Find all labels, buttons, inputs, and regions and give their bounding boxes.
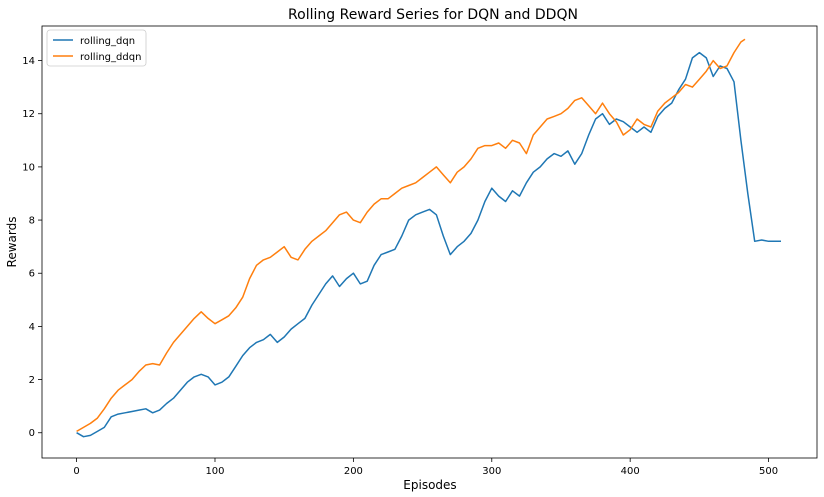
legend-box [46,29,147,67]
series-line-rolling-dqn [76,51,781,438]
series-group [76,38,781,438]
x-tick-label: 400 [621,466,640,477]
y-tick-label: 0 [29,428,35,439]
plot-area [41,25,818,459]
legend-label-rolling-dqn: rolling_dqn [80,36,135,47]
y-tick-label: 4 [29,322,35,333]
y-tick-label: 12 [22,109,35,120]
y-tick-label: 2 [29,375,35,386]
x-axis: 0 100 200 300 400 500 [73,458,778,477]
chart-title: Rolling Reward Series for DQN and DDQN [288,7,578,23]
y-tick-label: 6 [29,269,35,280]
x-tick-label: 300 [482,466,501,477]
y-tick-label: 8 [29,216,35,227]
x-tick-label: 100 [205,466,224,477]
x-tick-label: 0 [73,466,79,477]
y-axis: 0 2 4 6 8 10 12 14 [22,56,42,439]
x-tick-label: 200 [344,466,363,477]
y-axis-label: Rewards [5,217,19,268]
x-tick-label: 500 [759,466,778,477]
series-line-rolling-ddqn [76,38,746,433]
x-axis-label: Episodes [403,478,456,492]
legend: rolling_dqn rolling_ddqn [46,29,147,67]
y-tick-label: 10 [22,162,35,173]
y-tick-label: 14 [22,56,35,67]
legend-label-rolling-ddqn: rolling_ddqn [80,52,141,63]
